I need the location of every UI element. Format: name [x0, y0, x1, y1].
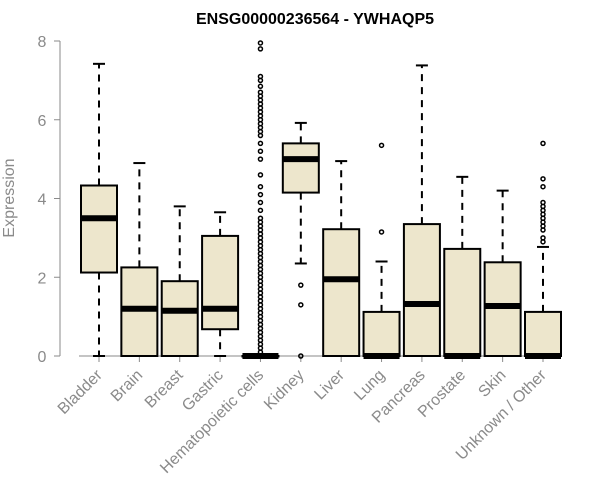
- outlier-point: [378, 142, 385, 149]
- box-series: [80, 40, 562, 359]
- box-group: [524, 140, 562, 359]
- outlier-point: [257, 156, 264, 162]
- outlier-point: [257, 349, 264, 355]
- box-group: [160, 205, 199, 357]
- box-group: [322, 160, 361, 357]
- y-tick-label: 6: [38, 113, 47, 130]
- box-group: [281, 121, 320, 359]
- outlier-point: [540, 183, 546, 190]
- box-rect: [160, 280, 199, 357]
- y-tick-label: 0: [38, 349, 47, 366]
- outlier-point: [298, 302, 304, 308]
- outlier-point: [540, 227, 546, 233]
- y-tick-label: 8: [38, 34, 47, 51]
- box-rect: [524, 310, 562, 357]
- x-tick-label: Brain: [108, 367, 146, 405]
- x-tick-label: Bladder: [55, 366, 106, 417]
- outlier-point: [257, 77, 264, 84]
- outlier-point: [298, 282, 304, 288]
- box-rect: [443, 247, 482, 357]
- x-tick-label: Lung: [351, 367, 388, 404]
- chart-title: ENSG00000236564 - YWHAQP5: [196, 11, 434, 28]
- y-tick-label: 4: [38, 192, 47, 209]
- box-group: [120, 162, 159, 357]
- box-group: [201, 211, 240, 357]
- outlier-point: [257, 148, 264, 154]
- outlier-point: [298, 353, 304, 359]
- outlier-point: [257, 172, 264, 178]
- y-axis-label: Expression: [1, 158, 18, 237]
- x-tick-label: Kidney: [261, 367, 308, 414]
- outlier-point: [257, 46, 264, 52]
- outlier-point: [257, 140, 264, 147]
- outlier-point: [257, 132, 264, 139]
- box-rect: [402, 223, 441, 357]
- box-group: [80, 62, 118, 357]
- outlier-point: [257, 207, 264, 214]
- box-rect: [201, 234, 240, 331]
- outlier-point: [257, 83, 264, 90]
- outlier-point: [257, 191, 264, 198]
- outlier-point: [540, 239, 546, 245]
- box-rect: [362, 310, 401, 357]
- outlier-point: [257, 40, 264, 46]
- y-tick-label: 2: [38, 270, 47, 287]
- outlier-point: [540, 176, 546, 182]
- y-axis-ticks: 0 2 4 6 8: [38, 34, 60, 366]
- x-tick-label: Skin: [475, 367, 509, 401]
- x-tick-label: Liver: [311, 366, 348, 403]
- box-rect: [322, 228, 361, 357]
- box-group: [483, 189, 522, 358]
- box-group: [443, 175, 482, 359]
- outlier-point: [540, 140, 546, 147]
- box-group: [362, 142, 401, 359]
- outlier-point: [378, 229, 385, 235]
- box-rect: [80, 184, 118, 274]
- outlier-point: [257, 183, 264, 190]
- box-group: [402, 64, 441, 357]
- box-rect: [483, 261, 522, 358]
- box-group: [241, 40, 280, 359]
- outlier-point: [257, 199, 264, 206]
- box-rect: [281, 142, 320, 194]
